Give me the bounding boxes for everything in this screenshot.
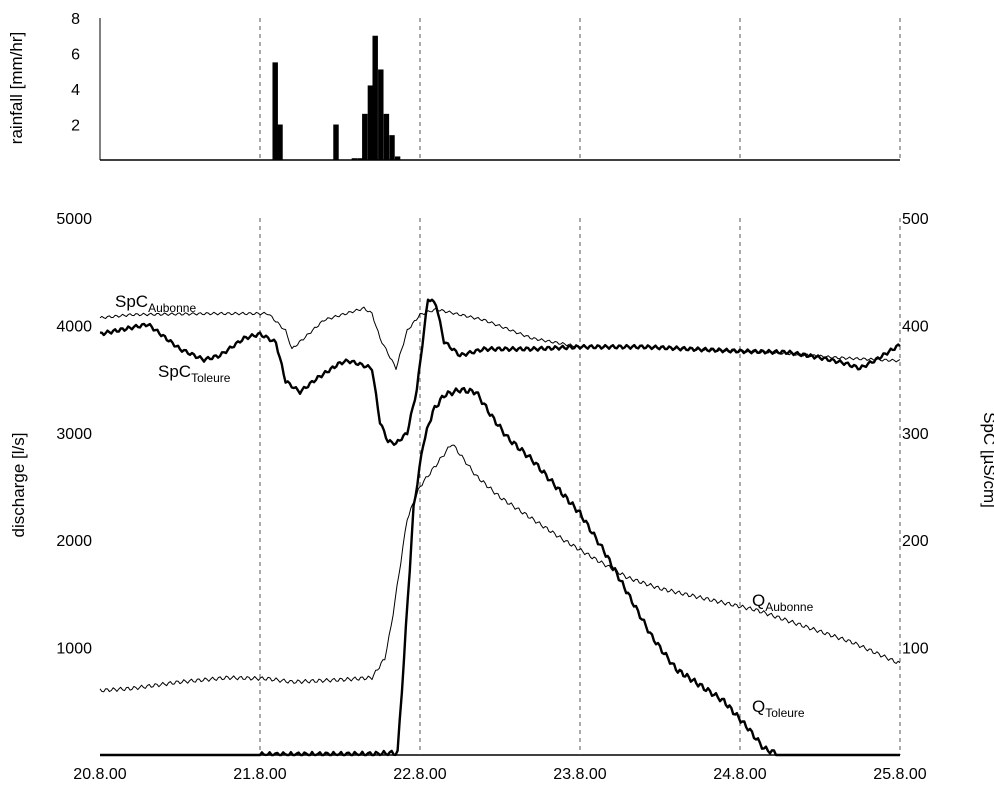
rainfall-y-tick-label: 4 xyxy=(71,82,80,99)
rainfall-y-tick-label: 8 xyxy=(71,11,80,28)
rainfall-bar xyxy=(272,62,278,160)
rainfall-bar xyxy=(372,35,378,160)
spc-y-tick-label: 500 xyxy=(902,211,929,228)
discharge-y-tick-label: 1000 xyxy=(56,641,92,658)
series-line-q-toleure xyxy=(100,386,900,757)
series-line-spc-aubonne xyxy=(99,306,901,370)
rainfall-y-tick-label: 6 xyxy=(71,47,80,64)
discharge-grid xyxy=(259,218,901,755)
discharge-y-ticks: 1000 2000 3000 4000 5000 xyxy=(56,211,92,658)
rainfall-bars xyxy=(272,35,401,160)
spc-y-tick-label: 400 xyxy=(902,318,929,335)
rainfall-bar xyxy=(383,113,390,160)
rainfall-bar xyxy=(378,69,384,160)
discharge-y-tick-label: 5000 xyxy=(56,211,92,228)
rainfall-bar xyxy=(333,124,339,160)
series-label-sub: Toleure xyxy=(191,371,231,385)
rainfall-y-ticks: 2 4 6 8 xyxy=(71,11,80,135)
series-label-main: SpC xyxy=(158,362,191,381)
spc-y-axis-label: SpC [µS/cm] xyxy=(980,412,994,508)
spc-y-ticks: 100 200 300 400 500 xyxy=(902,211,929,658)
discharge-y-axis-label: discharge [l/s] xyxy=(9,433,28,538)
date-x-tick-label: 23.8.00 xyxy=(553,766,606,783)
discharge-y-tick-label: 4000 xyxy=(56,318,92,335)
rainfall-y-tick-label: 2 xyxy=(71,118,80,135)
series-label-sub: Aubonne xyxy=(765,600,813,614)
series-label-main: SpC xyxy=(115,292,148,311)
date-x-tick-label: 20.8.00 xyxy=(73,766,126,783)
series-label-q-toleure: QToleure xyxy=(752,697,805,720)
spc-y-tick-label: 300 xyxy=(902,426,929,443)
spc-y-tick-label: 100 xyxy=(902,641,929,658)
spc-y-tick-label: 200 xyxy=(902,533,929,550)
discharge-y-tick-label: 2000 xyxy=(56,533,92,550)
date-x-tick-label: 24.8.00 xyxy=(713,766,766,783)
discharge-series xyxy=(99,298,901,757)
series-label-main: Q xyxy=(752,697,765,716)
series-label-q-aubonne: QAubonne xyxy=(752,591,814,614)
rainfall-bar xyxy=(351,158,358,160)
series-label-spc-aubonne: SpCAubonne xyxy=(115,292,196,315)
series-label-main: Q xyxy=(752,591,765,610)
date-x-tick-label: 21.8.00 xyxy=(233,766,286,783)
series-label-spc-toleure: SpCToleure xyxy=(158,362,231,385)
series-line-spc-toleure xyxy=(99,298,901,446)
series-label-sub: Toleure xyxy=(765,706,805,720)
date-x-tick-label: 22.8.00 xyxy=(393,766,446,783)
rainfall-bar xyxy=(389,135,395,160)
series-label-sub: Aubonne xyxy=(148,301,196,315)
rainfall-bar xyxy=(362,113,368,160)
date-x-tick-label: 25.8.00 xyxy=(873,766,926,783)
discharge-y-tick-label: 3000 xyxy=(56,426,92,443)
series-line-q-aubonne xyxy=(99,444,901,693)
rainfall-panel: 2 4 6 8 rainfall [mm/hr] xyxy=(7,11,901,161)
date-x-ticks: 20.8.00 21.8.00 22.8.00 23.8.00 24.8.00 25.8.… xyxy=(73,766,926,783)
rainfall-y-axis-label: rainfall [mm/hr] xyxy=(7,32,26,144)
rainfall-bar xyxy=(394,156,401,160)
discharge-panel: 1000 2000 3000 4000 5000 100 200 300 400 500 20.… xyxy=(9,211,994,783)
rainfall-bar xyxy=(277,124,283,160)
rainfall-grid xyxy=(259,18,901,160)
rainfall-bar xyxy=(357,158,363,160)
rainfall-bar xyxy=(367,85,374,160)
